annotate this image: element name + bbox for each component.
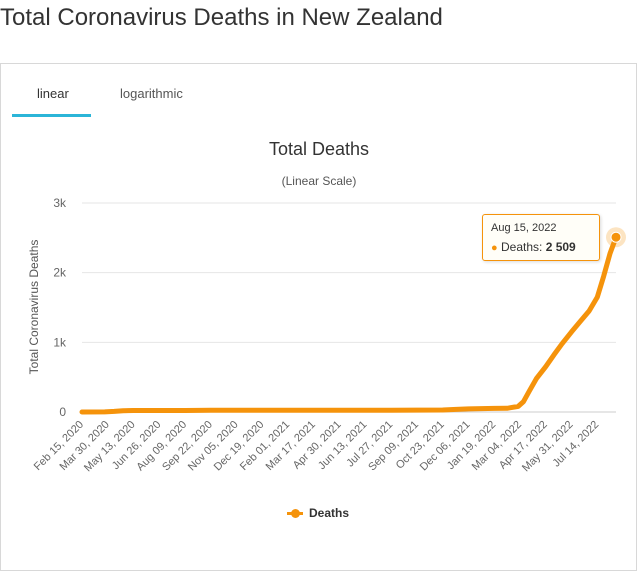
legend-item-deaths[interactable]: Deaths — [287, 506, 349, 520]
legend-line-icon — [287, 508, 303, 518]
y-tick-label: 3k — [53, 196, 67, 210]
tooltip-series-label: Deaths: — [501, 240, 543, 254]
tooltip-date: Aug 15, 2022 — [491, 222, 557, 234]
tooltip: Aug 15, 2022 ● Deaths: 2 509 — [482, 214, 600, 261]
data-point-highlighted — [610, 231, 622, 243]
page-title: Total Coronavirus Deaths in New Zealand — [0, 4, 443, 31]
y-tick-labels: 0 1k 2k 3k — [53, 196, 67, 419]
y-tick-label: 0 — [59, 405, 66, 419]
tab-linear[interactable]: linear — [37, 86, 69, 101]
chart-panel — [0, 63, 637, 571]
legend-label: Deaths — [309, 506, 350, 520]
chart-subtitle: (Linear Scale) — [282, 174, 357, 188]
tab-logarithmic[interactable]: logarithmic — [120, 86, 183, 101]
y-tick-label: 1k — [53, 335, 67, 349]
chart-title: Total Deaths — [269, 139, 369, 159]
series-deaths — [79, 227, 626, 415]
tooltip-value: 2 509 — [545, 240, 576, 254]
tooltip-marker-icon: ● — [491, 242, 498, 254]
active-tab-indicator — [12, 114, 91, 117]
y-tick-label: 2k — [53, 266, 67, 280]
series-line-deaths — [79, 234, 619, 415]
y-axis-title: Total Coronavirus Deaths — [27, 240, 41, 375]
